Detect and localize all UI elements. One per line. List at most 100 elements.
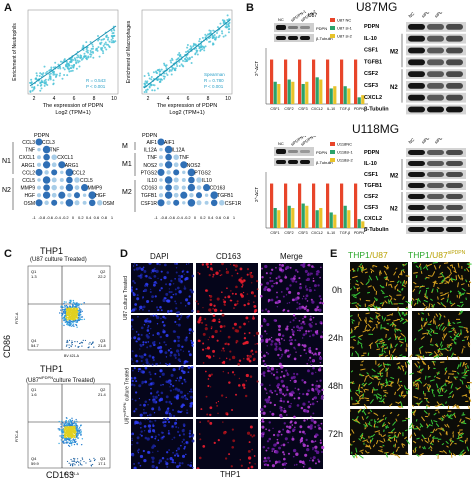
cell-signal (146, 317, 149, 320)
dot (210, 191, 218, 199)
cell-shape (389, 411, 393, 414)
scatter-point (78, 65, 81, 68)
scatter-point (70, 67, 73, 70)
dot (65, 183, 74, 192)
cell-signal (255, 331, 260, 335)
cell-shape (395, 439, 398, 443)
cell-shape (378, 354, 384, 357)
event (72, 301, 75, 304)
diag-label: TNF (179, 155, 189, 161)
cell-signal (289, 336, 292, 339)
cell-signal (169, 383, 172, 386)
cell-signal (260, 283, 263, 286)
cell-signal (311, 359, 315, 362)
cell-signal (139, 454, 144, 459)
event (60, 309, 62, 311)
cell-shape (351, 381, 354, 385)
cell-shape (420, 324, 423, 330)
cell-shape (429, 344, 434, 346)
cell-shape (394, 328, 397, 333)
cell-signal (168, 363, 171, 366)
cell-signal (180, 444, 182, 447)
cell-signal (190, 339, 193, 342)
cell-signal (297, 396, 301, 400)
cell-signal (151, 460, 155, 464)
event (71, 311, 73, 314)
cell-signal (177, 339, 180, 343)
scale-tick: -1 (32, 215, 36, 220)
scatter-point (178, 60, 181, 63)
cell-signal (163, 417, 166, 421)
cell-signal (207, 338, 209, 341)
migration-cell (350, 311, 408, 357)
cell-shape (369, 319, 373, 323)
cell-signal (265, 286, 268, 289)
cell-shape (426, 295, 428, 299)
cell-signal (170, 295, 173, 299)
cell-shape (384, 300, 388, 304)
xlabel2: Log2 (TPM+1) (55, 110, 90, 116)
cell-shape (368, 278, 370, 282)
cell-shape (361, 451, 364, 454)
cell-shape (359, 449, 364, 452)
cell-signal (175, 379, 177, 382)
micrograph-cell (196, 419, 258, 469)
event (61, 317, 63, 319)
cell-signal (295, 463, 298, 466)
scatter-point (204, 33, 207, 36)
cell-signal (151, 269, 155, 273)
q3-value: 17.1 (98, 461, 107, 466)
cell-shape (381, 347, 384, 353)
cell-shape (375, 306, 378, 311)
cell-signal (312, 456, 316, 460)
cell-signal (282, 400, 286, 403)
cell-shape (386, 323, 390, 325)
scatter-point (194, 53, 197, 56)
cell-signal (137, 370, 140, 372)
cell-signal (278, 362, 282, 366)
cell-shape (377, 338, 382, 341)
bar (326, 183, 330, 228)
wb-row-label: IL-10 (364, 161, 377, 167)
cell-signal (150, 314, 152, 317)
event (65, 311, 68, 314)
cell-signal (149, 290, 152, 294)
bar (273, 81, 277, 104)
cell-signal (272, 373, 276, 376)
scatter-point (40, 87, 43, 90)
scatter-point (83, 52, 86, 55)
flow1-title: THP1 (40, 246, 64, 256)
flow-plot-2: FITC-A BV 421-A Q1 1.6 Q2 21.4 Q4 59.9 Q… (15, 383, 111, 476)
wb-row-label: β-Tubulin (364, 227, 389, 233)
cell-shape (375, 439, 379, 445)
cell-shape (351, 302, 357, 304)
cell-signal (279, 397, 283, 400)
xlabel2: Log2 (TPM+1) (169, 110, 204, 116)
cell-signal (278, 430, 281, 433)
cell-shape (413, 382, 415, 387)
cell-signal (172, 384, 175, 387)
event (78, 316, 80, 319)
cell-signal (176, 377, 178, 379)
event (73, 459, 75, 461)
event (79, 429, 82, 431)
scatter-point (97, 46, 100, 49)
cell-signal (148, 309, 151, 312)
scatter-point (158, 81, 161, 84)
cell-signal (166, 411, 169, 413)
cell-shape (376, 342, 379, 348)
event (73, 422, 75, 425)
wb-band (446, 71, 463, 77)
ylabel: 2^-ΔCT (254, 61, 259, 76)
cell-shape (369, 317, 374, 320)
cell-signal (307, 369, 310, 373)
cell-signal (191, 274, 195, 278)
cell-shape (419, 452, 424, 457)
cell-shape (413, 338, 417, 341)
scale-tick: -1 (154, 215, 158, 220)
scatter-point (68, 70, 71, 73)
cell-shape (435, 428, 438, 432)
cell-shape (461, 414, 466, 416)
cell-shape (446, 298, 449, 303)
cell-signal (310, 363, 313, 366)
